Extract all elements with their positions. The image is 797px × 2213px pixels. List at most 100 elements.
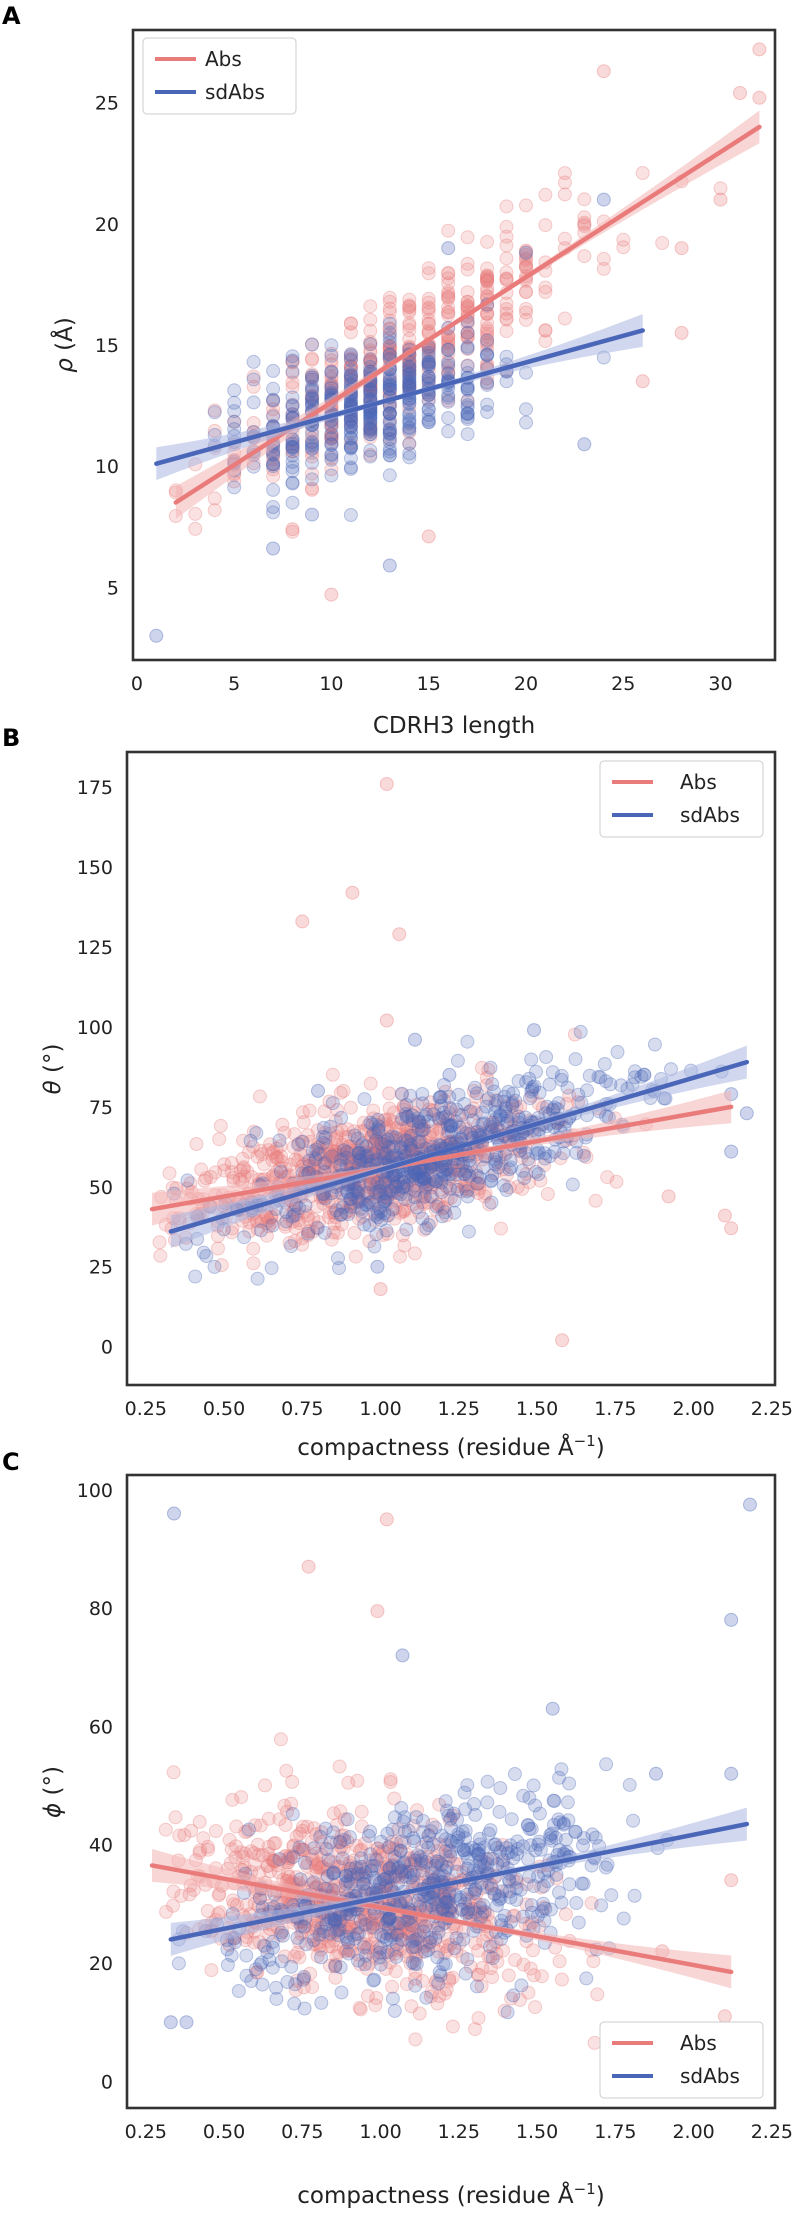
panel-b-abs-point <box>353 1194 368 1209</box>
panel-b-abs-point <box>461 1182 476 1197</box>
panel-a-abs-point <box>305 337 319 352</box>
panel-c-abs-point <box>253 1818 268 1833</box>
panel-c-axes-frame <box>125 1473 777 2110</box>
panel-b-abs-point <box>485 1115 500 1130</box>
panel-b-abs-point <box>462 1104 477 1119</box>
panel-a-abs-point <box>305 352 319 367</box>
panel-a-abs-point <box>266 469 281 484</box>
panel-b-abs-point <box>505 1095 520 1110</box>
panel-c-abs-point <box>528 2000 543 2015</box>
panel-a-abs-point <box>402 363 417 378</box>
panel-b-abs-point <box>324 1154 339 1169</box>
panel-b-abs-point <box>388 1201 403 1216</box>
panel-a-sdabs-outlier-point <box>266 541 281 556</box>
panel-a-axes-frame <box>131 28 777 662</box>
panel-a-sdabs-point <box>343 424 358 439</box>
panel-c-y-tick-label: 60 <box>89 1716 113 1738</box>
panel-b-sdabs-point <box>598 1074 613 1089</box>
panel-b-abs-point <box>347 1124 362 1139</box>
panel-c-sdabs-point <box>477 1904 492 1919</box>
panel-a-abs-point <box>616 240 631 255</box>
panel-c-sdabs-point <box>468 1882 483 1897</box>
panel-a-abs-point <box>285 524 300 539</box>
panel-b-abs-point <box>363 1076 378 1091</box>
panel-c-sdabs-point <box>231 1984 246 1998</box>
panel-a-abs-point <box>577 249 592 264</box>
panel-a-sdabs-point <box>227 383 242 398</box>
panel-c-sdabs-point <box>415 1825 430 1839</box>
panel-a-abs-point <box>402 401 417 416</box>
panel-c-sdabs-point <box>543 1831 557 1846</box>
panel-a-x-tick-label: 5 <box>228 673 240 695</box>
panel-a-sdabs-point <box>324 381 339 396</box>
panel-b-abs-point <box>366 1182 381 1197</box>
panel-b-abs-point <box>513 1099 528 1114</box>
panel-b-abs-point <box>384 1132 399 1147</box>
panel-a-abs-outlier-point <box>733 86 747 100</box>
panel-b-abs-point <box>217 1157 232 1172</box>
panel-b-abs-point <box>406 1108 420 1123</box>
panel-a-abs-point <box>441 366 456 381</box>
panel-a-sdabs-point <box>324 448 339 463</box>
panel-a-sdabs-point <box>343 451 358 466</box>
panel-a-sdabs-point <box>421 357 436 372</box>
panel-b-abs-point <box>366 1103 381 1118</box>
panel-b-sdabs-point <box>451 1087 466 1102</box>
panel-c-sdabs-point <box>626 1813 641 1828</box>
panel-c-sdabs-point <box>416 1863 431 1878</box>
panel-b-abs-point <box>367 1136 382 1151</box>
panel-a-abs-point <box>460 326 475 341</box>
panel-a-abs-point <box>557 231 572 246</box>
panel-a-abs-point <box>421 364 436 379</box>
panel-a-sdabs-point <box>343 363 358 378</box>
panel-b-abs-point <box>389 1121 404 1135</box>
panel-a-abs-point <box>441 266 456 280</box>
panel-a-sdabs-point <box>402 371 417 386</box>
panel-a-sdabs-point <box>324 348 339 363</box>
panel-a-x-ticks: 0 5 10 15 20 25 30 <box>131 673 733 695</box>
panel-a-abs-point <box>324 357 339 372</box>
panel-c-sdabs-point <box>485 1951 500 1966</box>
panel-b-sdabs-point <box>308 1152 323 1167</box>
panel-a-abs-point <box>480 307 495 322</box>
panel-c-abs-point <box>172 1828 187 1843</box>
panel-b-abs-point <box>418 1134 433 1149</box>
panel-c-sdabs-point <box>339 1929 354 1944</box>
panel-c-sdabs-point <box>398 1894 413 1908</box>
panel-b-x-tick-label: 2.00 <box>672 1398 714 1420</box>
panel-a-sdabs-point <box>421 357 436 372</box>
panel-a-sdabs-point <box>382 432 397 447</box>
panel-a-abs-point <box>343 359 358 374</box>
panel-b-abs-point <box>479 1093 494 1108</box>
panel-a-abs-point <box>402 364 417 378</box>
panel-a-sdabs-point <box>460 381 475 396</box>
panel-a-abs-point <box>480 306 495 321</box>
panel-a-abs-point <box>266 407 281 422</box>
panel-b-sdabs-outlier-point <box>739 1106 754 1121</box>
panel-a-sdabs-point <box>285 476 300 491</box>
panel-b-sdabs-point <box>569 1145 584 1160</box>
panel-b-y-tick-label: 25 <box>89 1257 113 1279</box>
panel-a-abs-point <box>441 300 456 315</box>
panel-a-sdabs-point <box>421 394 436 409</box>
panel-a-abs-point <box>421 291 436 306</box>
panel-a-abs-point <box>499 251 514 266</box>
panel-a-sdabs-point <box>363 382 378 397</box>
panel-c-abs-point <box>354 1804 369 1819</box>
panel-b-abs-point <box>515 1181 530 1196</box>
panel-b-abs-point <box>367 1136 382 1150</box>
panel-a-sdabs-point <box>363 408 378 423</box>
panel-b-abs-point <box>339 1204 354 1219</box>
panel-b-sdabs-point <box>329 1203 344 1218</box>
panel-a-sdabs-point <box>324 438 339 452</box>
panel-a-abs-point <box>421 343 436 358</box>
panel-b-abs-point <box>278 1161 293 1176</box>
panel-b-sdabs-point <box>273 1164 288 1179</box>
panel-a-sdabs-point <box>421 408 436 422</box>
panel-a-sdabs-point <box>480 347 495 362</box>
panel-a-sdabs-point <box>382 382 397 397</box>
panel-a-abs-point <box>480 326 495 341</box>
panel-c-sdabs-point <box>528 1798 543 1813</box>
panel-a-abs-point <box>363 354 378 369</box>
panel-b-sdabs-point <box>484 1195 499 1210</box>
